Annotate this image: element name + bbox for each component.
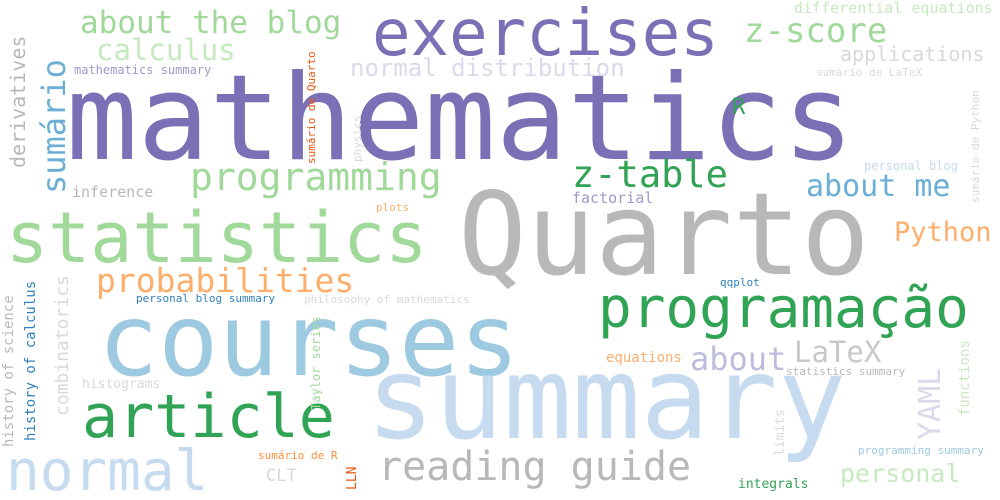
word-mathematics: mathematics [66,50,855,188]
word-sumario-de-quarto: sumário de Quarto [305,51,318,164]
word-physics: physics [351,115,364,162]
word-inference: inference [72,183,154,201]
word-sumario: sumário [35,59,73,194]
word-reading-guide: reading guide [378,444,692,490]
word-programming-summary: programming summary [858,444,984,457]
word-r: R [732,95,746,120]
word-integrals: integrals [738,477,809,492]
word-sumario-de-python: sumário de Python [969,90,982,203]
word-clt: CLT [266,466,297,486]
word-latex: LaTeX [794,335,882,369]
word-functions: functions [957,340,973,416]
word-lln: LLN [345,466,360,490]
word-programming: programming [190,155,442,199]
word-personal: personal [840,459,961,488]
word-equations: equations [606,350,682,366]
word-normal-distribution: normal distribution [350,54,625,82]
word-calculus: calculus [96,33,236,67]
word-statistics-summary: statistics summary [786,365,906,378]
word-differential-equations: differential equations [794,0,993,17]
word-z-table: z-table [572,153,728,196]
word-history-of-calculus: history of calculus [23,280,39,441]
word-summary: summary [366,332,847,465]
word-sumario-de-latex: sumário de LaTeX [816,66,922,79]
word-programacao: programação [598,276,969,341]
word-philosophy-of-mathematics: philosophy of mathematics [304,293,470,306]
word-probabilities: probabilities [96,261,355,300]
word-courses: courses [98,282,520,399]
word-about-me: about me [806,169,951,204]
word-taylor-series: Taylor series [309,316,323,410]
word-history-of-science: history of science [1,295,17,447]
word-plots: plots [376,201,410,214]
word-python: Python [894,217,992,248]
word-histograms: histograms [82,377,161,392]
word-normal: normal [6,439,209,500]
word-qqplot: qqplot [720,276,760,289]
word-exercises: exercises [372,0,719,71]
word-yaml: YAML [913,367,948,440]
word-sumario-de-r: sumário de R [258,449,338,462]
word-combinatorics: combinatorics [52,275,73,416]
word-z-score: z-score [744,11,888,51]
word-quarto: Quarto [458,168,870,301]
word-mathematics-summary: mathematics summary [74,63,212,77]
word-personal-blog: personal blog [864,159,958,173]
word-article: article [82,382,335,452]
word-derivatives: derivatives [6,35,30,168]
word-personal-blog-summary: personal blog summary [136,292,276,305]
word-about-the-blog: about the blog [80,5,342,41]
word-about: about [690,340,787,378]
word-applications: applications [840,42,985,66]
word-factorial: factorial [572,189,654,207]
word-statistics: statistics [6,197,428,279]
word-limits: limits [773,409,788,456]
